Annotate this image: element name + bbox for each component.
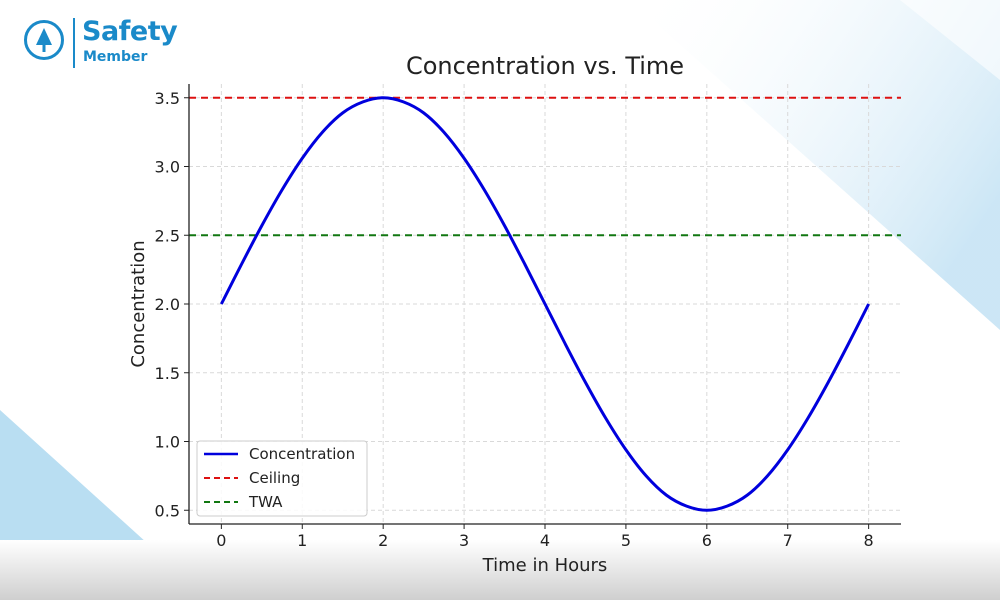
x-tick-label: 8 bbox=[864, 531, 874, 550]
x-tick-label: 3 bbox=[459, 531, 469, 550]
y-tick-label: 2.0 bbox=[155, 295, 180, 314]
x-tick-label: 0 bbox=[216, 531, 226, 550]
series-line-concentration bbox=[220, 96, 870, 512]
x-tick-label: 2 bbox=[378, 531, 388, 550]
x-axis-label: Time in Hours bbox=[482, 555, 608, 576]
chart-title: Concentration vs. Time bbox=[406, 52, 684, 80]
legend-label-ceiling: Ceiling bbox=[249, 469, 300, 487]
reference-lines bbox=[189, 96, 901, 237]
x-tick-label: 5 bbox=[621, 531, 631, 550]
y-axis-label: Concentration bbox=[128, 240, 149, 367]
tree-icon bbox=[24, 20, 64, 60]
series-lines bbox=[220, 96, 870, 512]
brand-name: Safety bbox=[82, 16, 178, 47]
x-tick-label: 6 bbox=[702, 531, 712, 550]
logo-divider bbox=[73, 18, 75, 68]
y-tick-label: 0.5 bbox=[155, 501, 180, 520]
y-tick-label: 1.5 bbox=[155, 364, 180, 383]
x-tick-label: 1 bbox=[297, 531, 307, 550]
legend: Concentration Ceiling TWA bbox=[196, 440, 368, 517]
x-tick-label: 7 bbox=[783, 531, 793, 550]
y-tick-label: 1.0 bbox=[155, 433, 180, 452]
legend-box bbox=[196, 440, 368, 517]
y-ticks: 0.5 1.0 1.5 2.0 2.5 3.0 3.5 bbox=[155, 89, 189, 520]
legend-label-concentration: Concentration bbox=[249, 445, 355, 463]
legend-label-twa: TWA bbox=[248, 493, 283, 511]
y-tick-label: 2.5 bbox=[155, 226, 180, 245]
x-ticks: 0 1 2 3 4 5 6 7 8 bbox=[216, 524, 874, 550]
y-tick-label: 3.5 bbox=[155, 89, 180, 108]
brand-subtitle: Member bbox=[83, 49, 148, 65]
brand-logo: Safety Member bbox=[24, 16, 184, 72]
y-tick-label: 3.0 bbox=[155, 158, 180, 177]
x-tick-label: 4 bbox=[540, 531, 550, 550]
